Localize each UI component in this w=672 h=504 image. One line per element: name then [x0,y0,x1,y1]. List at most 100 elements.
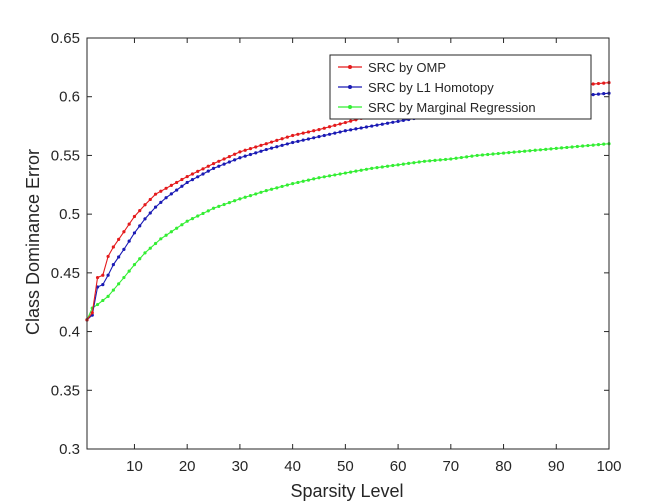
data-point [343,120,347,125]
data-point [275,138,279,142]
data-point [117,237,121,241]
data-point [385,164,390,168]
data-point [243,195,247,199]
data-point [175,226,179,230]
data-point [143,217,147,221]
data-point [201,167,205,171]
data-point [169,183,173,187]
data-point [359,168,363,172]
data-point [217,164,221,168]
data-point [233,199,237,203]
y-axis-label: Class Dominance Error [23,149,43,335]
data-point [544,147,548,151]
data-point [438,158,442,162]
data-point [322,175,326,179]
data-point [354,169,358,173]
data-point [312,177,316,181]
data-point [175,180,179,185]
data-point [233,158,237,162]
data-point [201,211,205,216]
data-point [291,182,295,186]
x-tick-label: 50 [337,458,354,475]
data-point [596,92,601,96]
data-point [570,145,574,149]
data-point [217,159,221,163]
data-point [301,138,305,142]
data-point [327,174,332,178]
x-tick-label: 20 [179,458,196,475]
y-tick-label: 0.4 [59,324,80,341]
legend-marker [348,65,352,69]
data-point [596,81,601,86]
data-point [333,123,337,127]
data-point [401,162,405,166]
data-point [554,146,558,150]
data-point [280,184,284,189]
data-point [359,126,363,130]
data-point [254,145,258,149]
data-point [222,202,226,207]
data-point [507,151,511,155]
data-point [111,288,115,292]
legend-item: SRC by OMP [338,60,446,75]
data-point [338,122,342,126]
data-point [185,219,189,223]
data-point [233,152,237,156]
data-point [190,172,195,176]
data-point [169,230,173,234]
data-point [586,143,590,148]
data-point [401,118,405,123]
data-point [391,120,395,124]
data-point [211,206,216,210]
data-point [196,214,200,218]
data-point [465,155,469,159]
data-point [349,170,353,174]
data-point [317,127,321,132]
data-point [559,146,564,150]
y-tick-label: 0.6 [59,89,80,106]
data-point [122,275,126,280]
data-point [370,166,374,170]
data-point [122,230,126,234]
data-point [312,129,316,133]
data-point [575,144,579,149]
data-point [153,205,158,209]
data-point [385,121,390,125]
data-point [269,146,274,150]
axes-layer: 10 20 30 40 50 60 70 80 90 100 0.3 0.35 0.4 0.45 0.5 0.… [51,30,622,475]
data-point [475,153,479,158]
data-point [143,203,147,207]
data-point [306,137,311,141]
data-point [148,211,152,215]
data-point [248,152,253,157]
data-point [101,273,105,277]
data-point [338,172,342,176]
data-point [175,188,179,192]
data-point [190,178,195,182]
data-point [596,143,601,147]
data-point [180,184,184,188]
data-point [138,209,142,213]
data-point [127,239,131,243]
data-point [391,163,395,168]
data-point [322,126,326,130]
legend-marker [348,105,352,109]
data-point [264,189,268,193]
y-tick-label: 0.35 [51,382,80,399]
data-point [491,152,495,156]
data-point [222,157,226,161]
data-point [496,151,500,156]
y-tick-label: 0.5 [59,206,80,223]
data-point [164,186,168,190]
data-point [117,255,121,259]
data-point [206,209,210,213]
data-point [364,167,369,171]
data-point [201,172,205,176]
x-tick-label: 60 [390,458,407,475]
data-point [196,175,200,179]
data-point [591,93,595,97]
y-tick-label: 0.55 [51,147,80,164]
data-point [264,147,268,152]
data-point [206,164,210,168]
data-point [148,246,152,250]
